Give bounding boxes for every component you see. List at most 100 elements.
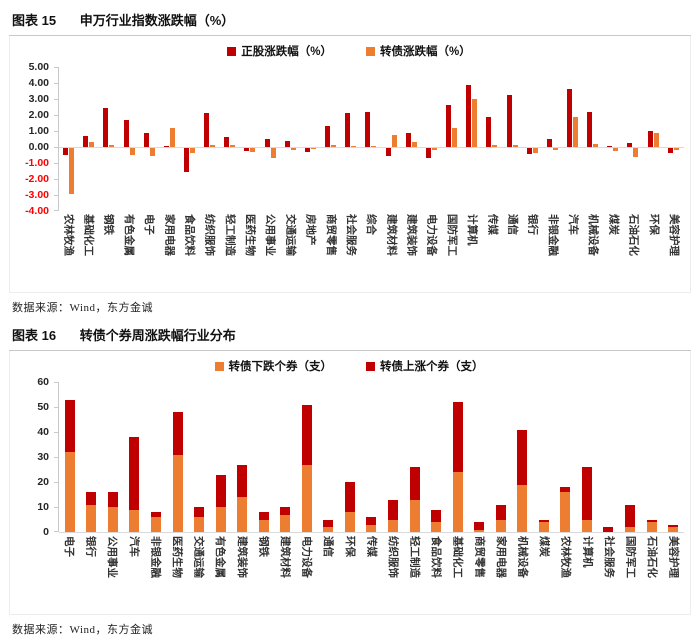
- figure15-x-axis: 农林牧渔 基础化工 钢铁 有色金属 电子 家用电器 食品饮料 纺织服饰 轻工制造 医药生物 公用事业…: [14, 214, 684, 290]
- figure15-axis-spacer: [14, 214, 58, 290]
- bar-segment: [387, 499, 398, 520]
- bar-segment: [647, 131, 653, 147]
- x-axis-label: 食品饮料: [183, 214, 196, 256]
- bar-segment: [344, 512, 355, 532]
- bar-segment: [323, 519, 334, 527]
- red-legend-swatch-icon: [366, 361, 375, 371]
- x-label-column: 有色金属: [119, 214, 139, 290]
- bar-segment: [210, 145, 216, 147]
- x-label-column: 社会服务: [341, 214, 361, 290]
- legend-label-convertible-change: 转债涨跌幅（%）: [380, 46, 471, 58]
- category-column-建筑材料: [382, 67, 402, 211]
- x-axis-label: 汽车: [567, 214, 580, 235]
- bar-segment: [169, 127, 175, 147]
- figure16-chart-panel: 转债下跌个券（支） 转债上涨个券（支） 60 50 40 30 20 10 0 电子 银行 公用…: [9, 351, 691, 615]
- category-column-建筑装饰: [402, 67, 422, 211]
- category-column-建筑装饰: [231, 382, 253, 532]
- category-column-医药生物: [240, 67, 260, 211]
- bar-segment: [593, 143, 599, 147]
- y-tick-mark: [54, 531, 58, 532]
- orange-legend-swatch-icon: [214, 361, 224, 371]
- bar-segment: [190, 148, 196, 153]
- x-label-column: 非银金融: [543, 214, 563, 290]
- x-label-column: 基础化工: [447, 536, 469, 612]
- x-axis-label: 美容护理: [667, 214, 680, 256]
- bar-segment: [63, 148, 69, 155]
- bar-segment: [560, 487, 571, 492]
- bar-segment: [506, 95, 512, 147]
- category-column-纺织服饰: [382, 382, 404, 532]
- x-axis-label: 公用事业: [106, 536, 119, 578]
- bar-segment: [411, 142, 417, 147]
- category-column-石油石化: [641, 382, 663, 532]
- x-label-column: 电力设备: [296, 536, 318, 612]
- x-axis-label: 计算机: [466, 214, 479, 246]
- figure15-x-axis-labels: 农林牧渔 基础化工 钢铁 有色金属 电子 家用电器 食品饮料 纺织服饰 轻工制造 医药生物 公用事业…: [58, 214, 684, 290]
- x-label-column: 煤炭: [533, 536, 555, 612]
- y-tick-mark: [54, 67, 58, 68]
- bar-segment: [224, 136, 230, 147]
- bar-segment: [150, 512, 161, 517]
- y-tick-label: 50: [37, 400, 49, 413]
- bar-segment: [425, 148, 431, 158]
- category-column-计算机: [576, 382, 598, 532]
- bar-segment: [123, 119, 129, 147]
- bar-segment: [230, 145, 236, 147]
- bar-segment: [627, 143, 633, 147]
- bar-segment: [109, 144, 115, 147]
- x-label-column: 医药生物: [240, 214, 260, 290]
- category-column-传媒: [482, 67, 502, 211]
- y-tick-label: 2.00: [28, 108, 49, 121]
- category-column-公用事业: [102, 382, 124, 532]
- bar-segment: [668, 524, 679, 527]
- x-axis-label: 建筑装饰: [405, 214, 418, 256]
- category-column-汽车: [563, 67, 583, 211]
- bar-segment: [387, 519, 398, 532]
- x-label-column: 传媒: [360, 536, 382, 612]
- orange-legend-swatch-icon: [366, 46, 375, 56]
- bar-segment: [668, 527, 679, 532]
- category-column-公用事业: [261, 67, 281, 211]
- bar-segment: [613, 148, 619, 152]
- x-label-column: 国防军工: [619, 536, 641, 612]
- x-label-column: 建筑材料: [381, 214, 401, 290]
- bar-segment: [495, 519, 506, 532]
- zero-axis-line: [59, 147, 684, 148]
- category-column-非银金融: [543, 67, 563, 211]
- x-label-column: 有色金属: [209, 536, 231, 612]
- x-label-column: 农林牧渔: [555, 536, 577, 612]
- category-column-环保: [339, 382, 361, 532]
- x-axis-label: 纺织服饰: [203, 214, 216, 256]
- bar-segment: [244, 148, 250, 151]
- x-label-column: 电力设备: [421, 214, 441, 290]
- x-label-column: 汽车: [563, 214, 583, 290]
- x-label-column: 轻工制造: [220, 214, 240, 290]
- category-column-轻工制造: [404, 382, 426, 532]
- bar-segment: [581, 467, 592, 520]
- x-label-column: 机械设备: [511, 536, 533, 612]
- bar-segment: [258, 519, 269, 532]
- x-label-column: 交通运输: [188, 536, 210, 612]
- bar-segment: [546, 139, 552, 147]
- x-label-column: 钢铁: [252, 536, 274, 612]
- category-column-电子: [59, 382, 81, 532]
- x-axis-label: 银行: [84, 536, 97, 557]
- y-tick-label: 10: [37, 500, 49, 513]
- bar-segment: [365, 111, 371, 147]
- x-axis-label: 家用电器: [163, 214, 176, 256]
- bar-segment: [194, 507, 205, 517]
- category-column-有色金属: [119, 67, 139, 211]
- figure15-heading: 图表 15 申万行业指数涨跌幅（%）: [9, 6, 691, 36]
- x-label-column: 汽车: [123, 536, 145, 612]
- x-label-column: 基础化工: [78, 214, 98, 290]
- x-axis-label: 医药生物: [244, 214, 257, 256]
- bar-segment: [646, 519, 657, 522]
- bar-segment: [526, 148, 532, 155]
- bar-segment: [351, 146, 357, 147]
- bar-segment: [64, 399, 75, 452]
- category-column-煤炭: [603, 67, 623, 211]
- x-label-column: 房地产: [300, 214, 320, 290]
- category-column-农林牧渔: [555, 382, 577, 532]
- bar-segment: [624, 527, 635, 532]
- figure15-title: 申万行业指数涨跌幅（%）: [79, 13, 235, 28]
